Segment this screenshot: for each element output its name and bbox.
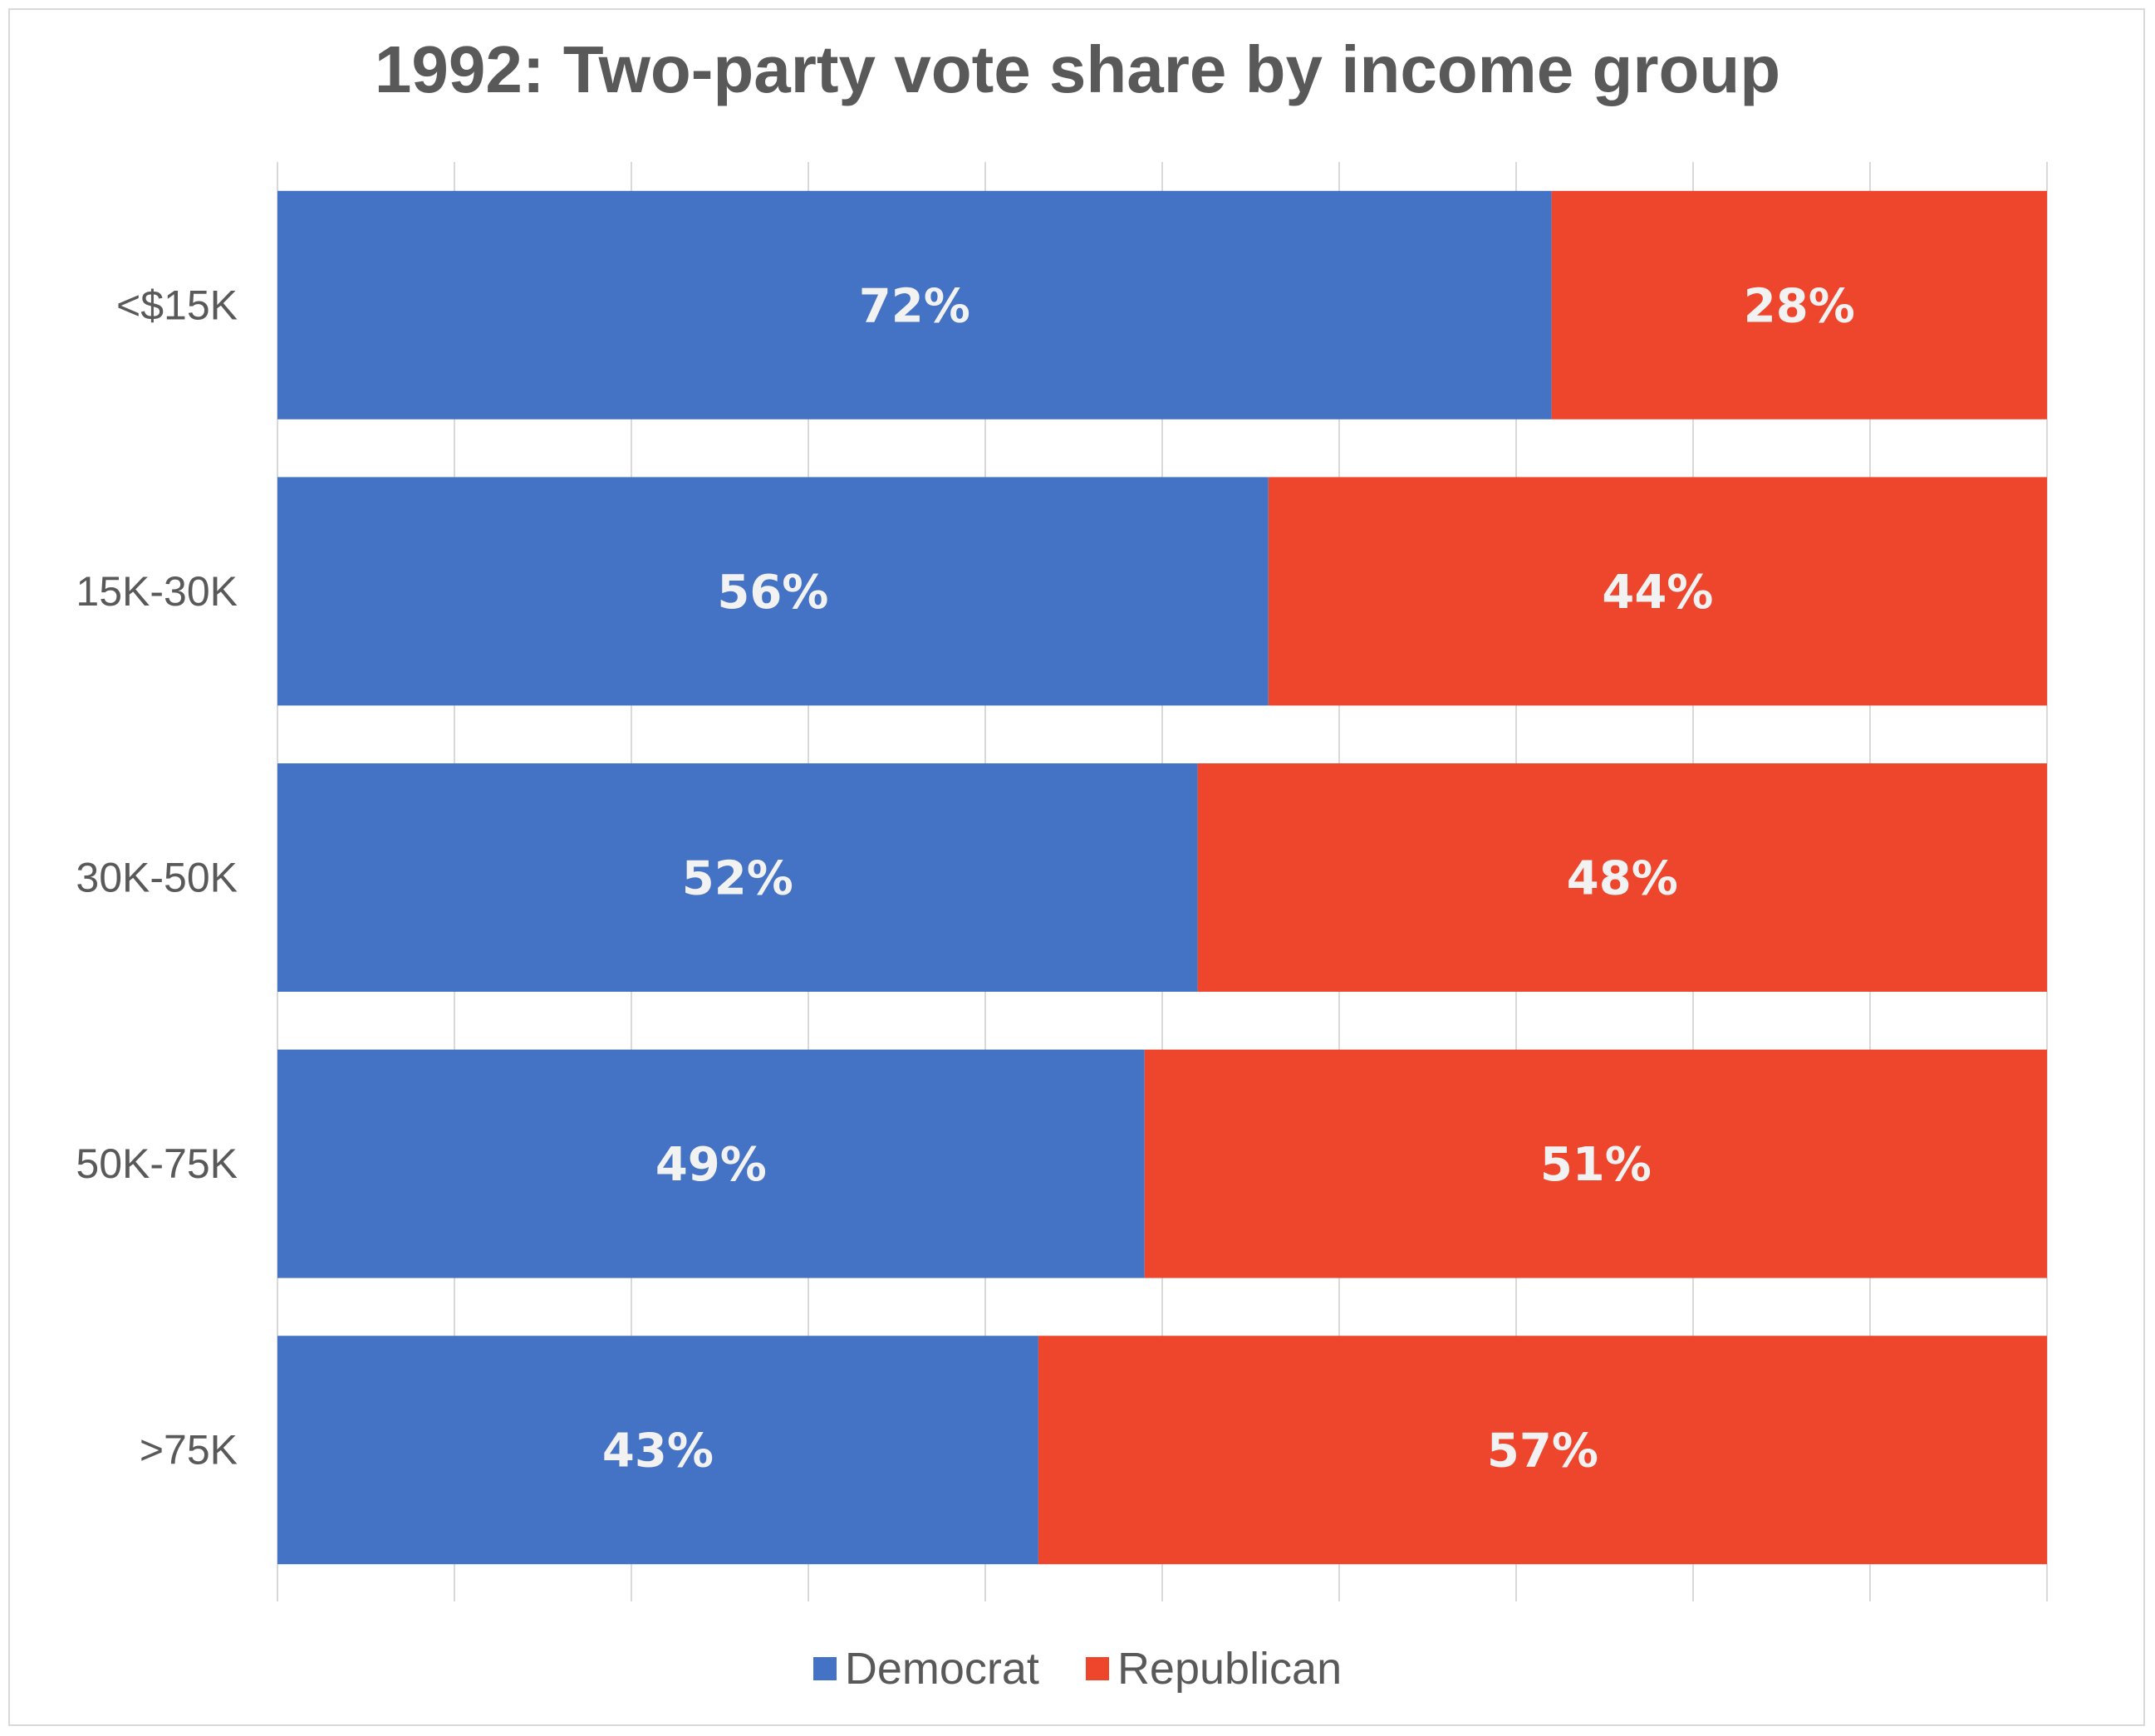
category-label: 50K-75K bbox=[76, 1140, 238, 1187]
legend-swatch-democrat bbox=[812, 1657, 837, 1680]
data-label-republican: 44% bbox=[1602, 566, 1713, 620]
data-label-democrat: 43% bbox=[602, 1425, 714, 1479]
legend-item-democrat: Democrat bbox=[812, 1643, 1039, 1694]
bar-democrat bbox=[277, 1336, 1038, 1565]
bar-republican bbox=[1197, 763, 2047, 992]
bar-democrat bbox=[277, 1049, 1145, 1278]
bar-republican bbox=[1551, 190, 2047, 419]
legend-label-republican: Republican bbox=[1117, 1644, 1343, 1694]
data-label-democrat: 72% bbox=[859, 279, 970, 333]
bar-democrat bbox=[277, 190, 1552, 419]
bar-republican bbox=[1038, 1336, 2047, 1565]
chart-title: 1992: Two-party vote share by income gro… bbox=[374, 32, 1781, 106]
legend-item-republican: Republican bbox=[1085, 1643, 1343, 1694]
category-label: >75K bbox=[140, 1427, 238, 1474]
category-label: 15K-30K bbox=[76, 568, 238, 615]
legend-swatch-republican bbox=[1085, 1657, 1109, 1680]
data-label-democrat: 56% bbox=[717, 566, 828, 620]
category-label: <$15K bbox=[116, 282, 238, 328]
data-label-democrat: 49% bbox=[655, 1138, 767, 1192]
legend: Democrat Republican bbox=[0, 1643, 2155, 1694]
data-label-democrat: 52% bbox=[682, 852, 793, 906]
category-labels: <$15K 15K-30K 30K-50K 50K-75K >75K bbox=[76, 282, 238, 1473]
legend-label-democrat: Democrat bbox=[844, 1644, 1039, 1694]
data-label-republican: 28% bbox=[1744, 279, 1855, 333]
data-label-republican: 57% bbox=[1487, 1425, 1598, 1479]
bar-democrat bbox=[277, 477, 1269, 706]
bar-republican bbox=[1268, 477, 2047, 706]
bar-republican bbox=[1144, 1049, 2047, 1278]
bar-democrat bbox=[277, 763, 1198, 992]
category-label: 30K-50K bbox=[76, 855, 238, 901]
data-label-republican: 51% bbox=[1540, 1138, 1652, 1192]
bars bbox=[277, 190, 2047, 1565]
data-label-republican: 48% bbox=[1567, 852, 1678, 906]
data-labels: 72% 28% 56% 44% 52% 48% 49% 51% 43% 57% bbox=[602, 279, 1855, 1478]
